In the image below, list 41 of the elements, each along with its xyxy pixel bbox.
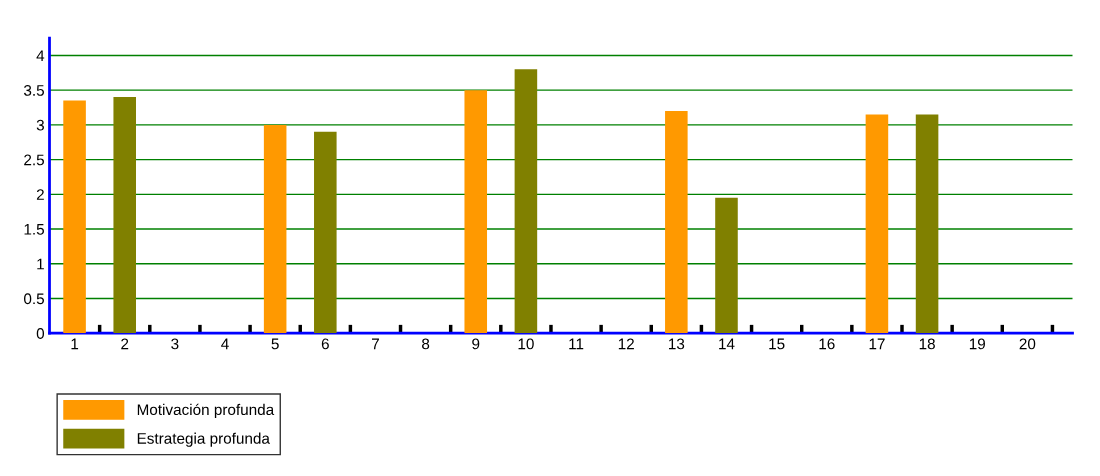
- bar: [514, 69, 538, 334]
- y-tick-label: 3.5: [23, 85, 44, 96]
- y-tick-label: 3: [36, 119, 44, 131]
- y-tick-label: 0: [36, 328, 45, 339]
- y-tick-label: 1: [37, 258, 44, 270]
- x-tick-label: 18: [919, 338, 935, 350]
- x-tick-label: 5: [271, 338, 279, 350]
- x-tick-label: 12: [618, 338, 634, 350]
- bar: [464, 90, 488, 334]
- legend-label: Motivación profunda: [137, 403, 275, 419]
- x-tick-label: 13: [669, 338, 685, 350]
- x-tick-label: 4: [221, 338, 229, 350]
- x-tick-label: 15: [769, 338, 785, 350]
- x-tick-label: 3: [171, 338, 179, 350]
- x-tick-label: 20: [1019, 338, 1036, 350]
- bar: [715, 197, 738, 334]
- bar: [314, 131, 337, 334]
- y-tick-label: 2: [36, 189, 44, 200]
- x-tick-label: 7: [371, 338, 379, 350]
- x-tick-label: 2: [121, 338, 129, 350]
- bar: [63, 100, 86, 334]
- bar: [865, 114, 889, 334]
- bar: [113, 97, 136, 334]
- y-tick-label: 1.5: [24, 224, 44, 235]
- x-tick-label: 11: [569, 338, 584, 350]
- legend-label: Estrategia profunda: [137, 432, 270, 447]
- y-tick-label: 4: [36, 50, 45, 61]
- bar: [665, 110, 688, 334]
- bar: [915, 114, 939, 334]
- x-tick-label: 19: [969, 338, 985, 350]
- x-tick-label: 17: [869, 338, 885, 350]
- x-tick-label: 8: [422, 338, 430, 350]
- x-tick-label: 1: [71, 338, 79, 350]
- bar: [263, 124, 287, 334]
- x-tick-label: 16: [819, 338, 835, 350]
- y-tick-label: 0.5: [24, 293, 44, 305]
- x-tick-label: 10: [518, 338, 534, 350]
- x-tick-label: 9: [472, 338, 480, 350]
- x-tick-label: 14: [719, 338, 735, 350]
- x-tick-label: 6: [321, 338, 329, 350]
- y-tick-label: 2.5: [24, 154, 44, 166]
